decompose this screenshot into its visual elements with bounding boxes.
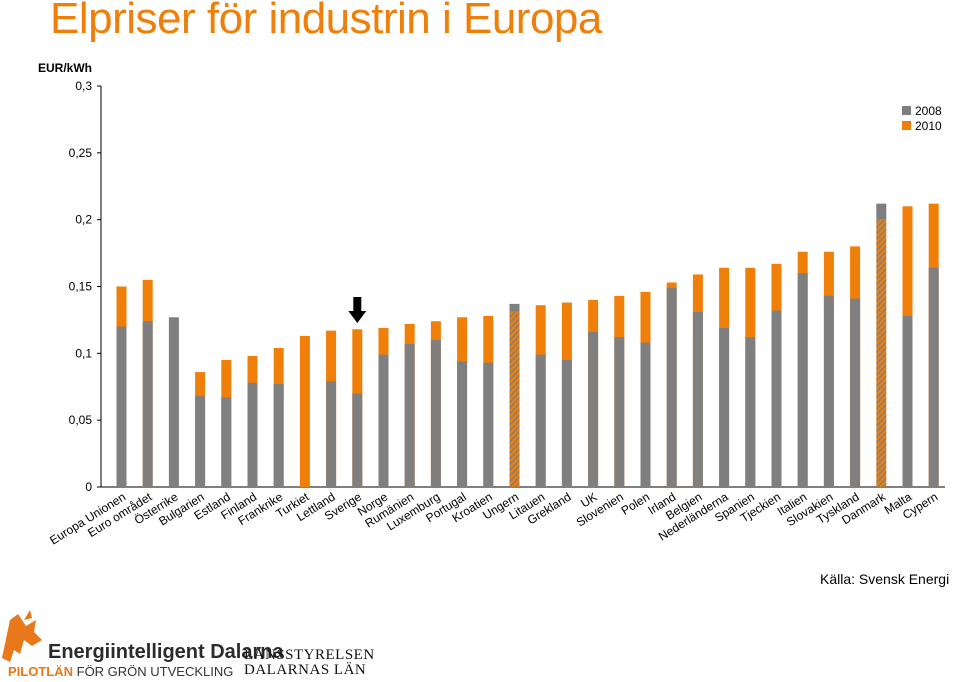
bar-group <box>928 203 939 488</box>
legend-swatch-2008 <box>902 106 911 115</box>
bar-2008 <box>719 327 730 487</box>
bar-2008 <box>535 354 546 487</box>
bar-2008 <box>404 343 415 487</box>
brand-tagline: PILOTLÄN FÖR GRÖN UTVECKLING <box>8 664 233 679</box>
legend-label-2008: 2008 <box>915 104 942 118</box>
bar-2008 <box>797 273 808 487</box>
bar-group <box>326 330 337 487</box>
bar-2008 <box>561 360 572 487</box>
bar-group <box>614 295 625 487</box>
bar-group <box>692 274 703 487</box>
bar-group <box>430 321 441 487</box>
y-tick-label: 0,15 <box>69 280 93 294</box>
y-tick-label: 0,1 <box>75 346 92 360</box>
bar-2008 <box>195 396 206 487</box>
bar-group <box>457 317 468 487</box>
bar-group <box>273 347 284 487</box>
bar-group <box>195 372 206 487</box>
legend-label-2010: 2010 <box>915 119 942 133</box>
bar-2008 <box>745 337 756 487</box>
brand-lansstyrelsen-line1: LÄNSSTYRELSEN <box>244 647 375 663</box>
bar-2008 <box>168 317 179 487</box>
bar-2008 <box>640 342 651 487</box>
bar-2008 <box>876 203 887 220</box>
brand-tagline-part-b: FÖR GRÖN UTVECKLING <box>76 664 234 679</box>
bar-2008 <box>326 381 337 487</box>
bar-group <box>850 246 861 487</box>
y-tick-label: 0 <box>85 480 92 494</box>
bar-group <box>142 279 153 487</box>
bar-2008 <box>692 311 703 487</box>
bar-2008 <box>614 337 625 487</box>
y-axis-unit-label: EUR/kWh <box>38 61 92 75</box>
bar-group <box>666 282 677 487</box>
y-tick-label: 0,2 <box>75 213 92 227</box>
bar-group <box>588 299 599 487</box>
brand-energiintelligent-dalarna: Energiintelligent Dalarna <box>48 641 284 663</box>
y-tick-label: 0,05 <box>69 413 93 427</box>
source-note: Källa: Svensk Energi <box>820 571 950 587</box>
bar-group <box>247 356 258 487</box>
bar-2008 <box>509 303 520 312</box>
bar-2008 <box>823 295 834 487</box>
bar-2008 <box>378 354 389 487</box>
bar-2008 <box>221 397 232 487</box>
bar-group <box>719 267 730 487</box>
brand-lansstyrelsen: LÄNSSTYRELSEN DALARNAS LÄN <box>244 648 375 678</box>
bar-2010 <box>299 335 310 487</box>
bar-2008 <box>457 361 468 487</box>
bar-2010 <box>509 311 520 487</box>
brand-lansstyrelsen-line2: DALARNAS LÄN <box>244 662 367 678</box>
bar-2008 <box>352 393 363 487</box>
bar-group <box>771 263 782 487</box>
bar-2008 <box>247 382 258 487</box>
bar-2008 <box>928 267 939 487</box>
y-tick-label: 0,3 <box>75 79 92 93</box>
bar-group <box>378 327 389 487</box>
bar-2008 <box>771 310 782 487</box>
bar-group <box>168 317 179 487</box>
brand-tagline-part-a: PILOTLÄN <box>8 664 73 679</box>
bar-group <box>535 305 546 487</box>
bar-2008 <box>430 339 441 487</box>
bar-group <box>561 302 572 487</box>
bar-group <box>483 315 494 487</box>
bar-group <box>823 251 834 487</box>
bar-2010 <box>876 219 887 487</box>
bar-2008 <box>483 362 494 487</box>
bar-group <box>509 303 520 487</box>
bar-group <box>116 286 127 487</box>
bar-2008 <box>142 321 153 487</box>
bar-2008 <box>850 298 861 487</box>
bar-group <box>640 291 651 487</box>
bar-2008 <box>666 287 677 487</box>
bar-2008 <box>273 384 284 487</box>
bar-group <box>745 267 756 487</box>
legend-swatch-2010 <box>902 121 911 130</box>
bar-group <box>299 335 310 487</box>
mountain-figure-icon <box>2 610 42 662</box>
bar-group <box>876 203 887 487</box>
bar-2008 <box>116 326 127 487</box>
bar-2008 <box>902 315 913 487</box>
down-arrow-marker <box>348 297 367 323</box>
y-tick-label: 0,25 <box>69 146 93 160</box>
bar-2008 <box>588 331 599 487</box>
bar-group <box>797 251 808 487</box>
page-title: Elpriser för industrin i Europa <box>50 0 602 43</box>
bar-group <box>404 323 415 487</box>
bar-group <box>902 206 913 488</box>
bar-group <box>352 329 363 487</box>
bar-group <box>221 360 232 487</box>
